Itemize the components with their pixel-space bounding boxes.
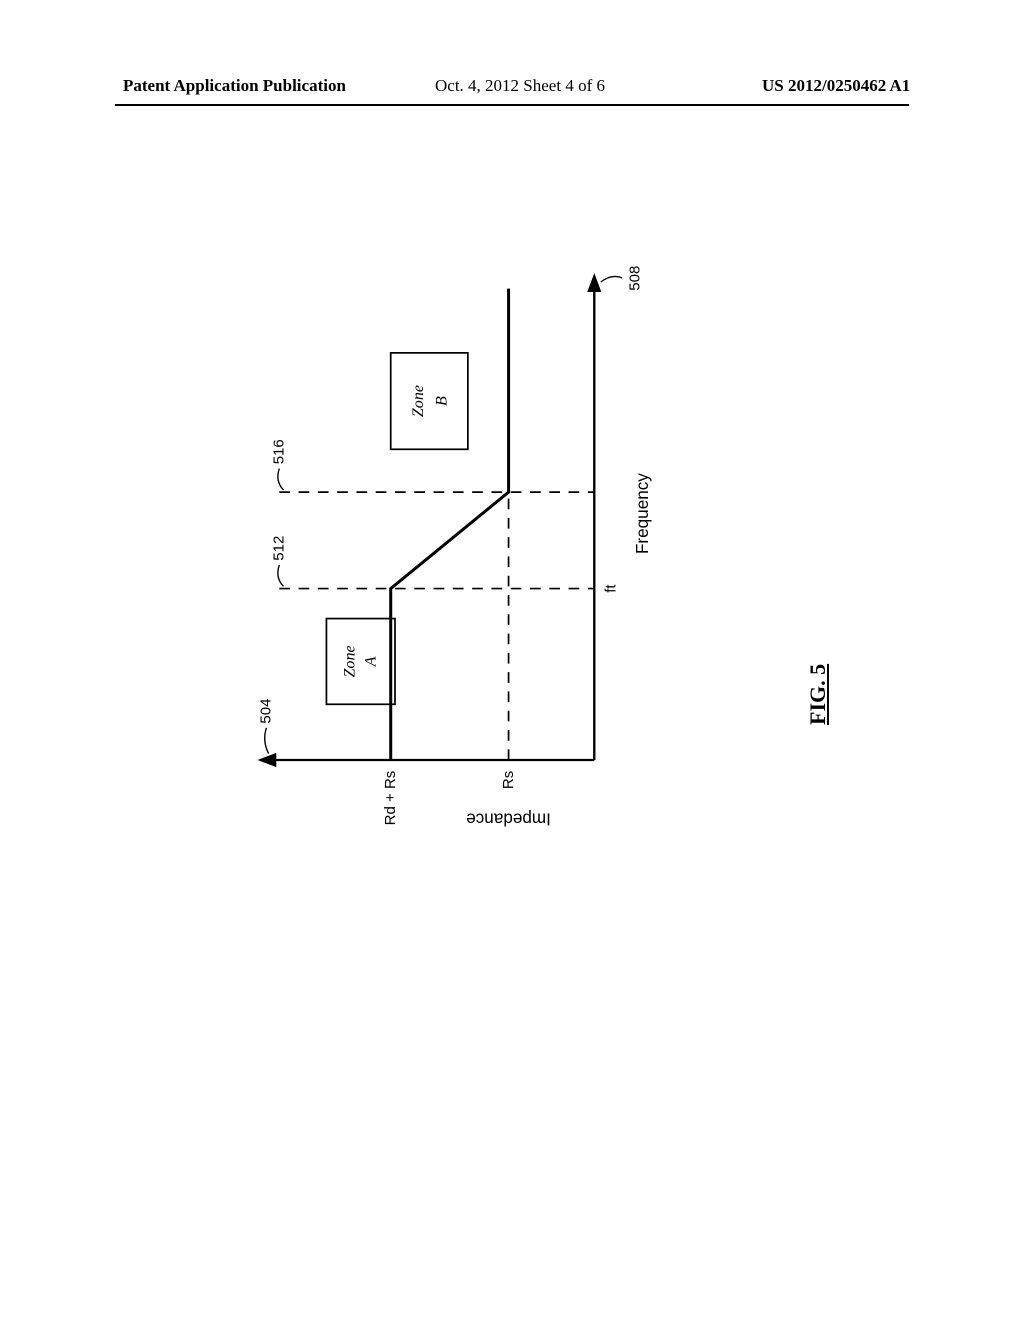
header-publication-number: US 2012/0250462 A1 xyxy=(762,76,910,96)
ytick-rdrs: Rd + Rs xyxy=(382,771,399,826)
header-center: Oct. 4, 2012 Sheet 4 of 6 xyxy=(435,76,605,96)
impedance-curve xyxy=(391,289,509,760)
zone-b-label-1: Zone xyxy=(410,385,427,417)
x-axis-label: Frequency xyxy=(632,473,652,554)
callout-512: 512 xyxy=(271,536,288,561)
figure-svg: Zone A Zone B Rd + Rs Rs ft Frequency Im… xyxy=(175,235,735,835)
zone-a-label-1: Zone xyxy=(341,645,358,677)
xtick-ft: ft xyxy=(603,584,620,593)
callout-516: 516 xyxy=(271,439,288,464)
callout-516-leader xyxy=(278,469,284,490)
y-axis-label: Impedance xyxy=(466,810,551,830)
callout-504: 504 xyxy=(258,699,275,724)
callout-508: 508 xyxy=(626,266,643,291)
callout-508-leader xyxy=(601,276,622,282)
figure-5: Zone A Zone B Rd + Rs Rs ft Frequency Im… xyxy=(190,300,750,900)
header-left: Patent Application Publication xyxy=(123,76,346,96)
page: Patent Application Publication Oct. 4, 2… xyxy=(0,0,1024,1320)
callout-512-leader xyxy=(278,565,284,586)
page-header: Patent Application Publication Oct. 4, 2… xyxy=(0,76,1024,106)
figure-title: FIG. 5 xyxy=(805,664,831,725)
zone-b-label-2: B xyxy=(433,396,450,406)
callout-504-leader xyxy=(265,728,269,754)
zone-a-box xyxy=(326,619,395,705)
ytick-rs: Rs xyxy=(500,771,517,789)
figure-title-text: FIG. 5 xyxy=(805,664,830,725)
zone-a-label-2: A xyxy=(363,656,380,667)
header-rule xyxy=(115,104,909,106)
zone-b-box xyxy=(391,353,468,449)
